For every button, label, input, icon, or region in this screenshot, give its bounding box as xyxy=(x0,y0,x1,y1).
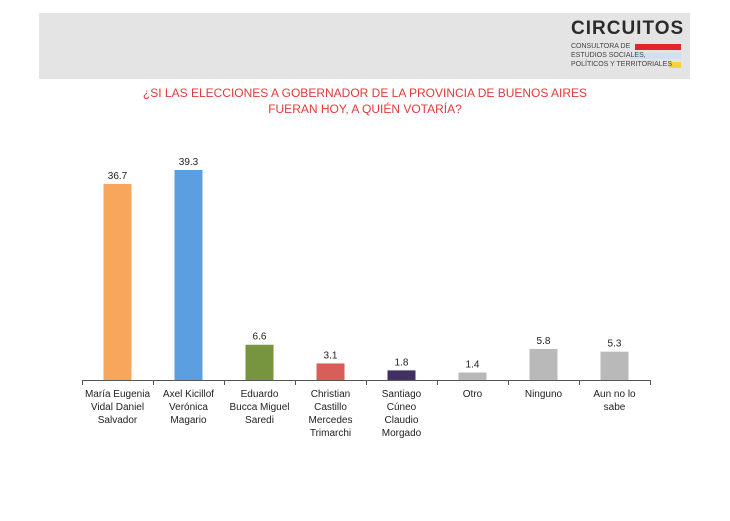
bar-3 xyxy=(316,363,345,380)
header-band xyxy=(39,13,690,79)
bar-2 xyxy=(245,344,274,380)
data-label-1: 39.3 xyxy=(179,157,199,168)
category-label-1: Axel Kicillof Verónica Magario xyxy=(163,389,214,426)
category-label-4: Santiago Cúneo Claudio Morgado xyxy=(382,389,422,439)
logo-blue-bar xyxy=(631,53,681,59)
data-label-3: 3.1 xyxy=(324,350,338,361)
chart-title: ¿SI LAS ELECCIONES A GOBERNADOR DE LA PR… xyxy=(0,85,730,117)
bar-6 xyxy=(529,349,558,380)
chart-title-line-2: FUERAN HOY, A QUIÉN VOTARÍA? xyxy=(268,102,462,116)
data-label-0: 36.7 xyxy=(108,171,128,182)
category-label-2: Eduardo Bucca Miguel Saredi xyxy=(229,389,289,426)
data-label-2: 6.6 xyxy=(253,332,267,343)
circuitos-logo: CIRCUITOS CONSULTORA DE ESTUDIOS SOCIALE… xyxy=(571,18,685,76)
category-label-7: Aun no lo sabe xyxy=(593,389,636,413)
logo-tagline-2: ESTUDIOS SOCIALES, xyxy=(571,52,646,59)
data-label-4: 1.8 xyxy=(395,357,409,368)
category-label-0: María Eugenia Vidal Daniel Salvador xyxy=(85,389,150,426)
category-label-3: Christian Castillo Mercedes Trimarchi xyxy=(309,389,353,439)
bar-4 xyxy=(387,370,416,380)
data-label-6: 5.8 xyxy=(537,336,551,347)
data-label-5: 1.4 xyxy=(466,360,480,371)
bar-1 xyxy=(174,170,203,380)
logo-red-bar xyxy=(635,44,681,50)
data-label-7: 5.3 xyxy=(608,339,622,350)
category-label-5: Otro xyxy=(463,389,483,400)
bar-7 xyxy=(600,351,629,380)
logo-name: CIRCUITOS xyxy=(571,18,685,39)
category-label-6: Ninguno xyxy=(525,389,563,400)
logo-tagline-3: POLÍTICOS Y TERRITORIALES xyxy=(571,61,673,68)
logo-tagline-1: CONSULTORA DE xyxy=(571,43,631,50)
chart-title-line-1: ¿SI LAS ELECCIONES A GOBERNADOR DE LA PR… xyxy=(142,86,588,100)
bar-5 xyxy=(458,372,487,380)
logo-yellow-bar xyxy=(669,62,681,68)
bar-0 xyxy=(103,183,132,380)
